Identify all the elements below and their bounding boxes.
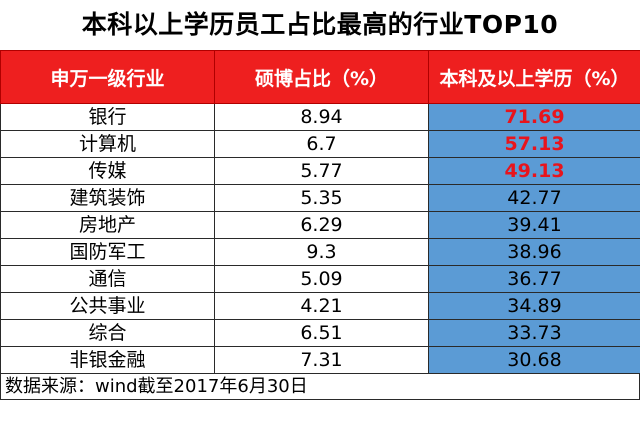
cell-masters-phd: 5.35: [214, 184, 429, 212]
table-row: 国防军工 9.3 38.96: [0, 238, 640, 266]
cell-industry: 通信: [0, 265, 215, 293]
header-industry: 申万一级行业: [0, 50, 215, 104]
cell-industry: 公共事业: [0, 292, 215, 320]
table-row: 房地产 6.29 39.41: [0, 211, 640, 239]
table-row: 公共事业 4.21 34.89: [0, 292, 640, 320]
table-row: 综合 6.51 33.73: [0, 319, 640, 347]
cell-masters-phd: 5.09: [214, 265, 429, 293]
cell-bachelor-plus: 42.77: [428, 184, 640, 212]
table-header-row: 申万一级行业 硕博占比（%） 本科及以上学历（%）: [0, 50, 640, 104]
cell-industry: 银行: [0, 103, 215, 131]
cell-masters-phd: 6.51: [214, 319, 429, 347]
cell-bachelor-plus: 36.77: [428, 265, 640, 293]
cell-masters-phd: 8.94: [214, 103, 429, 131]
cell-masters-phd: 6.29: [214, 211, 429, 239]
cell-industry: 国防军工: [0, 238, 215, 266]
cell-industry: 房地产: [0, 211, 215, 239]
cell-bachelor-plus: 30.68: [428, 346, 640, 374]
cell-masters-phd: 9.3: [214, 238, 429, 266]
cell-industry: 综合: [0, 319, 215, 347]
table-row: 传媒 5.77 49.13: [0, 157, 640, 185]
cell-industry: 计算机: [0, 130, 215, 158]
cell-bachelor-plus: 71.69: [428, 103, 640, 131]
header-bachelor-plus: 本科及以上学历（%）: [428, 50, 640, 104]
cell-industry: 建筑装饰: [0, 184, 215, 212]
cell-masters-phd: 5.77: [214, 157, 429, 185]
cell-bachelor-plus: 38.96: [428, 238, 640, 266]
cell-masters-phd: 4.21: [214, 292, 429, 320]
cell-masters-phd: 7.31: [214, 346, 429, 374]
industry-table: 申万一级行业 硕博占比（%） 本科及以上学历（%） 银行 8.94 71.69 …: [0, 50, 640, 374]
table-row: 通信 5.09 36.77: [0, 265, 640, 293]
page-title: 本科以上学历员工占比最高的行业TOP10: [81, 10, 559, 39]
cell-bachelor-plus: 57.13: [428, 130, 640, 158]
cell-bachelor-plus: 49.13: [428, 157, 640, 185]
cell-masters-phd: 6.7: [214, 130, 429, 158]
table-row: 银行 8.94 71.69: [0, 103, 640, 131]
cell-bachelor-plus: 34.89: [428, 292, 640, 320]
source-note: 数据来源：wind截至2017年6月30日: [0, 374, 640, 400]
table-row: 非银金融 7.31 30.68: [0, 346, 640, 374]
cell-industry: 传媒: [0, 157, 215, 185]
cell-industry: 非银金融: [0, 346, 215, 374]
table-row: 建筑装饰 5.35 42.77: [0, 184, 640, 212]
header-masters-phd: 硕博占比（%）: [214, 50, 429, 104]
cell-bachelor-plus: 33.73: [428, 319, 640, 347]
table-row: 计算机 6.7 57.13: [0, 130, 640, 158]
cell-bachelor-plus: 39.41: [428, 211, 640, 239]
